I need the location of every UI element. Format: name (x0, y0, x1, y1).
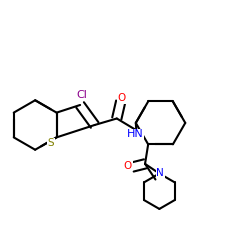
Text: Cl: Cl (76, 90, 87, 100)
Text: O: O (124, 161, 132, 171)
Text: O: O (118, 94, 126, 104)
Text: S: S (48, 138, 54, 148)
Text: N: N (156, 168, 164, 178)
Text: HN: HN (127, 129, 144, 139)
